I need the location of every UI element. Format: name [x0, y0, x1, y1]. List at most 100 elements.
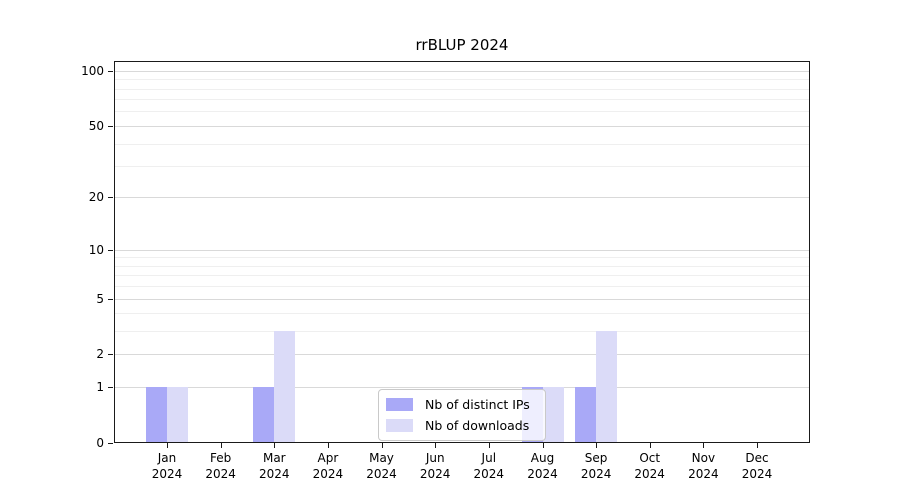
- x-tick-label-apr: Apr 2024: [298, 450, 358, 482]
- year-label: 2024: [527, 467, 558, 481]
- month-label: Mar: [262, 451, 286, 465]
- plot-area: Nb of distinct IPs Nb of downloads: [114, 61, 810, 443]
- month-label: Jul: [481, 451, 497, 465]
- y-tick-label: 20: [88, 190, 104, 205]
- y-tick-label: 0: [96, 436, 104, 450]
- month-label: Sep: [584, 451, 608, 465]
- y-tick-mark: [108, 249, 113, 251]
- bar-distinct-ips: [253, 387, 275, 443]
- legend-swatch-downloads: [386, 419, 413, 432]
- bar-distinct-ips: [146, 387, 167, 443]
- minor-gridline: [114, 111, 810, 113]
- bar-distinct-ips: [575, 387, 597, 443]
- minor-gridline: [114, 265, 810, 267]
- x-tick-label-nov: Nov 2024: [673, 450, 733, 482]
- year-label: 2024: [580, 467, 612, 481]
- year-label: 2024: [634, 467, 665, 481]
- minor-gridline: [114, 331, 810, 333]
- bar-downloads: [274, 331, 296, 443]
- minor-gridline: [114, 79, 810, 81]
- year-label: 2024: [419, 467, 451, 481]
- minor-gridline: [114, 313, 810, 315]
- x-tick-mark: [703, 443, 705, 448]
- major-gridline: [114, 387, 810, 389]
- x-tick-label-jul: Jul 2024: [459, 450, 519, 482]
- plot-frame: [114, 61, 810, 443]
- x-tick-mark: [167, 443, 168, 448]
- x-tick-label-dec: Dec 2024: [727, 450, 787, 482]
- x-tick-label-feb: Feb 2024: [191, 450, 251, 482]
- year-label: 2024: [205, 467, 236, 481]
- x-tick-label-jan: Jan 2024: [137, 450, 197, 482]
- y-tick-label: 10: [88, 242, 104, 257]
- y-tick-mark: [108, 354, 113, 356]
- x-tick-mark: [381, 443, 383, 448]
- year-label: 2024: [312, 467, 344, 481]
- x-tick-mark: [757, 443, 758, 448]
- x-tick-label-aug: Aug 2024: [513, 450, 573, 482]
- y-tick-label: 100: [81, 63, 104, 78]
- month-label: Aug: [530, 451, 555, 465]
- y-tick-label: 50: [88, 118, 104, 133]
- x-tick-label-oct: Oct 2024: [620, 450, 680, 482]
- y-tick-mark: [108, 125, 113, 127]
- month-label: Oct: [639, 451, 661, 465]
- month-label: Nov: [691, 451, 716, 465]
- minor-gridline: [114, 166, 810, 167]
- y-tick-mark: [108, 70, 113, 72]
- month-label: Dec: [745, 451, 769, 465]
- y-tick-label: 2: [96, 347, 104, 362]
- y-tick-label: 5: [96, 291, 104, 306]
- month-label: Jan: [157, 451, 177, 465]
- legend-label: Nb of distinct IPs: [425, 397, 530, 412]
- minor-gridline: [114, 286, 810, 288]
- bar-downloads: [596, 331, 618, 443]
- year-label: 2024: [366, 467, 397, 481]
- legend-label: Nb of downloads: [425, 418, 530, 433]
- x-tick-label-may: May 2024: [352, 450, 412, 482]
- x-tick-mark: [649, 443, 651, 448]
- y-tick-mark: [108, 298, 113, 300]
- legend: Nb of distinct IPs Nb of downloads: [378, 389, 546, 441]
- x-tick-mark: [220, 443, 222, 448]
- x-tick-label-mar: Mar 2024: [244, 450, 304, 482]
- month-label: Feb: [209, 451, 232, 465]
- minor-gridline: [114, 99, 810, 101]
- chart-title: rrBLUP 2024: [415, 36, 509, 54]
- minor-gridline: [114, 88, 810, 90]
- y-tick-mark: [108, 387, 113, 389]
- bar-downloads: [542, 387, 564, 443]
- y-tick-mark: [108, 443, 113, 444]
- x-tick-mark: [542, 443, 544, 448]
- month-label: May: [369, 451, 394, 465]
- major-gridline: [114, 354, 810, 356]
- year-label: 2024: [259, 467, 290, 481]
- x-tick-mark: [596, 443, 598, 448]
- x-tick-label-jun: Jun 2024: [405, 450, 465, 482]
- year-label: 2024: [151, 467, 183, 481]
- year-label: 2024: [741, 467, 773, 481]
- x-tick-label-sep: Sep 2024: [566, 450, 626, 482]
- month-label: Jun: [425, 451, 445, 465]
- year-label: 2024: [473, 467, 505, 481]
- bar-downloads: [167, 387, 188, 443]
- major-gridline: [114, 125, 810, 127]
- x-tick-mark: [488, 443, 490, 448]
- minor-gridline: [114, 143, 810, 145]
- major-gridline: [114, 249, 810, 251]
- y-tick-label: 1: [96, 380, 104, 395]
- y-tick-mark: [108, 197, 113, 199]
- x-tick-mark: [274, 443, 276, 448]
- year-label: 2024: [688, 467, 719, 481]
- x-tick-mark: [435, 443, 437, 448]
- major-gridline: [114, 70, 810, 72]
- minor-gridline: [114, 275, 810, 277]
- minor-gridline: [114, 257, 810, 259]
- major-gridline: [114, 197, 810, 199]
- legend-swatch-distinct-ips: [386, 398, 413, 411]
- month-label: Apr: [317, 451, 339, 465]
- x-tick-mark: [327, 443, 329, 448]
- legend-row: Nb of distinct IPs: [386, 396, 537, 413]
- legend-row: Nb of downloads: [386, 417, 537, 434]
